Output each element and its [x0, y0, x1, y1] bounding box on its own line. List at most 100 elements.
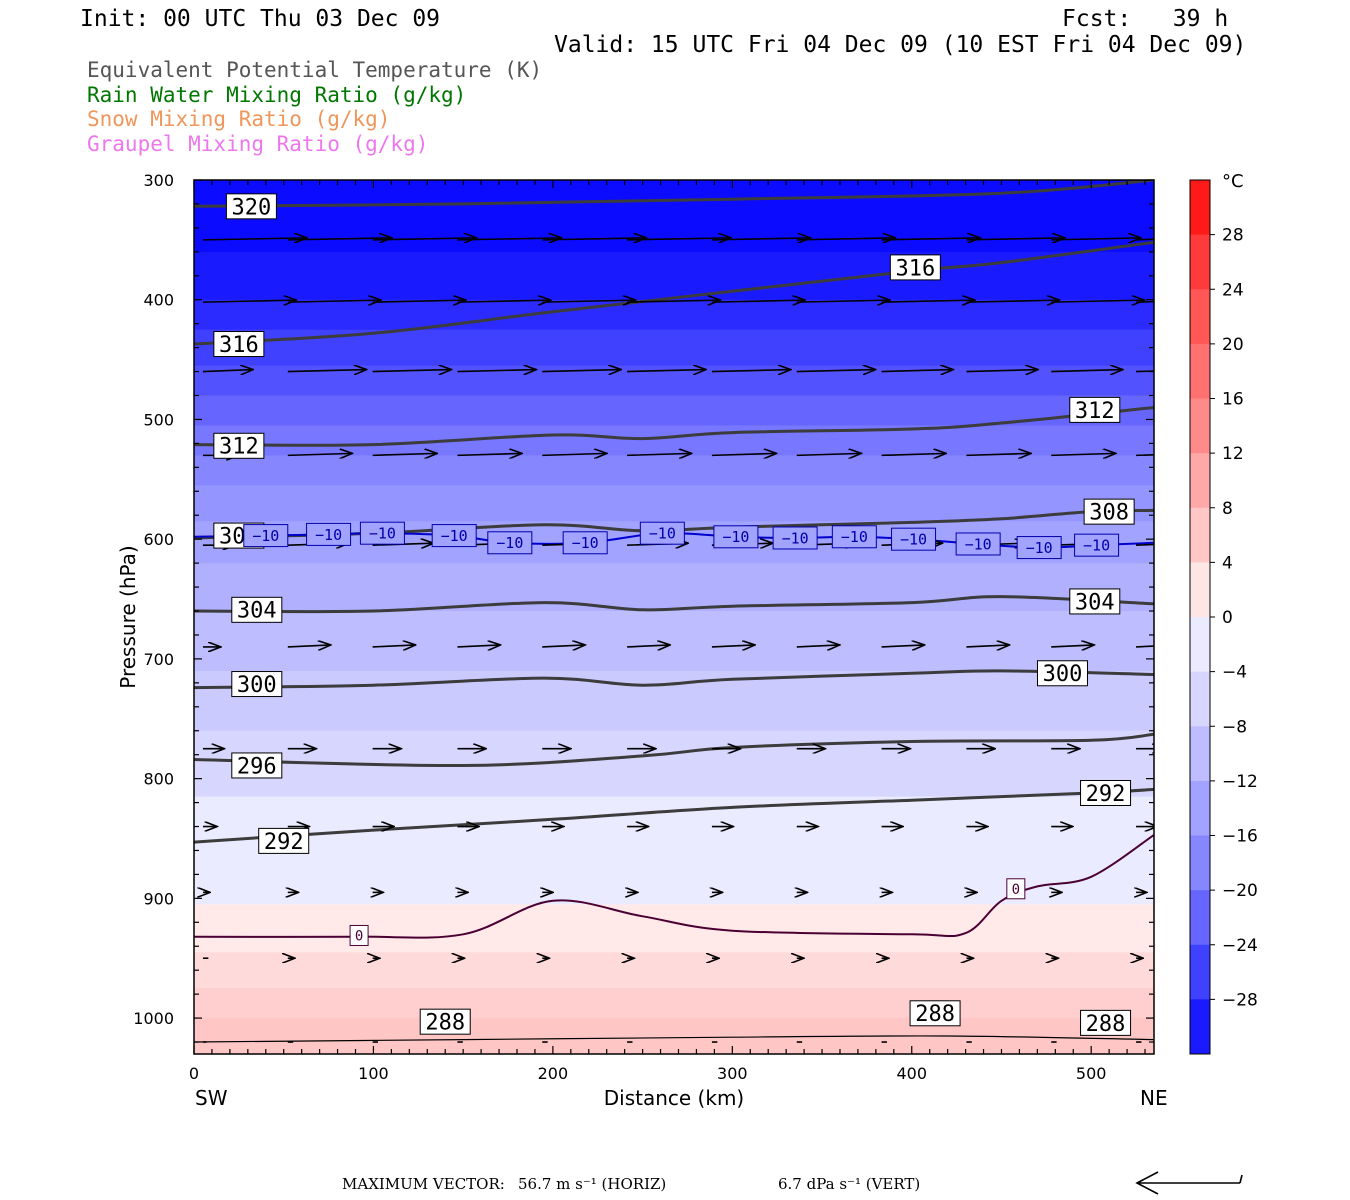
wind-vector [457, 645, 500, 647]
minus10-isotherm-label: −10 [722, 528, 749, 546]
colorbar-tick-label: 8 [1222, 499, 1233, 519]
theta-e-label-288-box [1080, 1009, 1132, 1036]
theta-e-label-304: 304 [237, 599, 277, 624]
x-tick-label: 400 [896, 1064, 927, 1083]
minus10-isotherm-label-box [306, 522, 352, 546]
x-tick-label: 300 [717, 1064, 748, 1083]
field-label-graupel: Graupel Mixing Ratio (g/kg) [87, 132, 429, 156]
theta-e-label-288: 288 [915, 1002, 955, 1027]
theta-e-label-300: 300 [237, 673, 277, 698]
colorbar-swatch [1190, 617, 1210, 673]
colorbar-tick-label: −20 [1222, 881, 1258, 901]
minus10-isotherm-label-box [359, 521, 405, 545]
wind-vector [966, 645, 1009, 647]
field-label-snow: Snow Mixing Ratio (g/kg) [87, 107, 391, 131]
minus10-isotherm-label-box [431, 524, 477, 548]
wind-vector [1051, 370, 1123, 372]
wind-vector [287, 453, 353, 455]
wind-vector [1051, 645, 1094, 647]
wind-vector [542, 370, 621, 372]
minus10-isotherm-label-box [562, 531, 608, 555]
theta-e-label-304-box [1069, 588, 1121, 615]
max-vector-arrow [1135, 1171, 1243, 1195]
temperature-band [194, 670, 1154, 732]
temperature-band [194, 952, 1154, 989]
colorbar-swatch [1190, 234, 1210, 290]
theta-e-contour-312 [194, 406, 1154, 447]
theta-e-label-296: 296 [237, 754, 277, 779]
wind-vector [457, 453, 522, 455]
colorbar-tick-label: 4 [1222, 553, 1233, 573]
y-tick-label: 500 [143, 410, 174, 429]
freezing-line [194, 834, 1154, 939]
wind-vector [711, 645, 755, 647]
wind-vector [287, 370, 367, 372]
colorbar-swatch [1190, 453, 1210, 509]
minus10-isotherm-label-box [772, 526, 818, 550]
colorbar-swatch [1190, 398, 1210, 454]
wind-vector [1136, 370, 1154, 373]
y-tick-label: 600 [143, 530, 174, 549]
theta-e-label-320: 320 [232, 195, 272, 220]
x-end-label-sw: SW [195, 1086, 228, 1110]
minus10-isotherm-label: −10 [441, 527, 468, 545]
minus10-isotherm-label: −10 [1026, 539, 1053, 557]
theta-e-label-316-box [213, 331, 265, 358]
colorbar-tick-label: −8 [1222, 717, 1247, 737]
minus10-isotherm-label: −10 [782, 529, 809, 547]
y-tick-label: 900 [143, 889, 174, 908]
theta-e-label-312-box [1069, 396, 1121, 423]
temperature-band [194, 904, 1154, 953]
theta-e-label-304-box [231, 596, 283, 623]
colorbar-tick-label: 24 [1222, 280, 1244, 300]
theta-e-contour-288 [194, 1035, 1154, 1043]
minus10-isotherm-label: −10 [841, 528, 868, 546]
valid-time: Valid: 15 UTC Fri 04 Dec 09 (10 EST Fri … [554, 32, 1247, 58]
theta-e-contour-300 [194, 669, 1154, 690]
wind-vector [372, 645, 416, 647]
max-vector-vert: 6.7 dPa s⁻¹ (VERT) [778, 1175, 921, 1193]
theta-e-label-288: 288 [1086, 1012, 1126, 1037]
wind-vector [372, 300, 466, 302]
minus10-isotherm-label-box [831, 525, 877, 549]
theta-e-label-300-box [231, 671, 283, 698]
theta-e-label-316-box [889, 254, 941, 281]
wind-vector [966, 453, 1031, 455]
max-vector-label: MAXIMUM VECTOR: [342, 1175, 505, 1193]
wind-vector [881, 645, 925, 647]
wind-vector [1051, 300, 1144, 302]
temperature-band [194, 299, 1154, 331]
wind-vector [796, 238, 896, 240]
theta-e-label-316: 316 [219, 333, 259, 358]
minus10-isotherm-label: −10 [315, 526, 342, 544]
minus10-isotherm-label-box [713, 525, 759, 549]
colorbar-tick-label: −28 [1222, 990, 1258, 1010]
temperature-band [194, 425, 1154, 456]
theta-e-contour-304 [194, 595, 1154, 614]
wind-vector [202, 370, 253, 372]
x-tick-label: 200 [538, 1064, 569, 1083]
theta-e-contour-292 [194, 787, 1154, 844]
minus10-isotherm-label: −10 [252, 527, 279, 545]
temperature-band [194, 485, 1154, 522]
colorbar-tick-label: 16 [1222, 390, 1244, 410]
theta-e-contour-320 [194, 180, 1154, 208]
theta-e-contour-316 [194, 240, 1154, 346]
x-tick-label: 100 [358, 1064, 389, 1083]
wind-vector [372, 238, 477, 240]
wind-vector [542, 238, 646, 240]
init-time: Init: 00 UTC Thu 03 Dec 09 [80, 6, 441, 32]
theta-e-label-292: 292 [264, 830, 304, 855]
freezing-line-label: 0 [355, 929, 363, 945]
temperature-band [194, 251, 1154, 301]
colorbar-swatch [1190, 507, 1210, 563]
theta-e-label-304: 304 [1075, 590, 1115, 615]
freezing-line-label-box [349, 924, 369, 946]
theta-e-label-308-box [1083, 498, 1135, 525]
colorbar-tick-label: −24 [1222, 936, 1258, 956]
wind-vector [711, 238, 811, 240]
temperature-band [194, 563, 1154, 612]
minus10-isotherm-label: −10 [572, 534, 599, 552]
colorbar-tick-label: −16 [1222, 827, 1258, 847]
wind-vector [627, 300, 720, 302]
